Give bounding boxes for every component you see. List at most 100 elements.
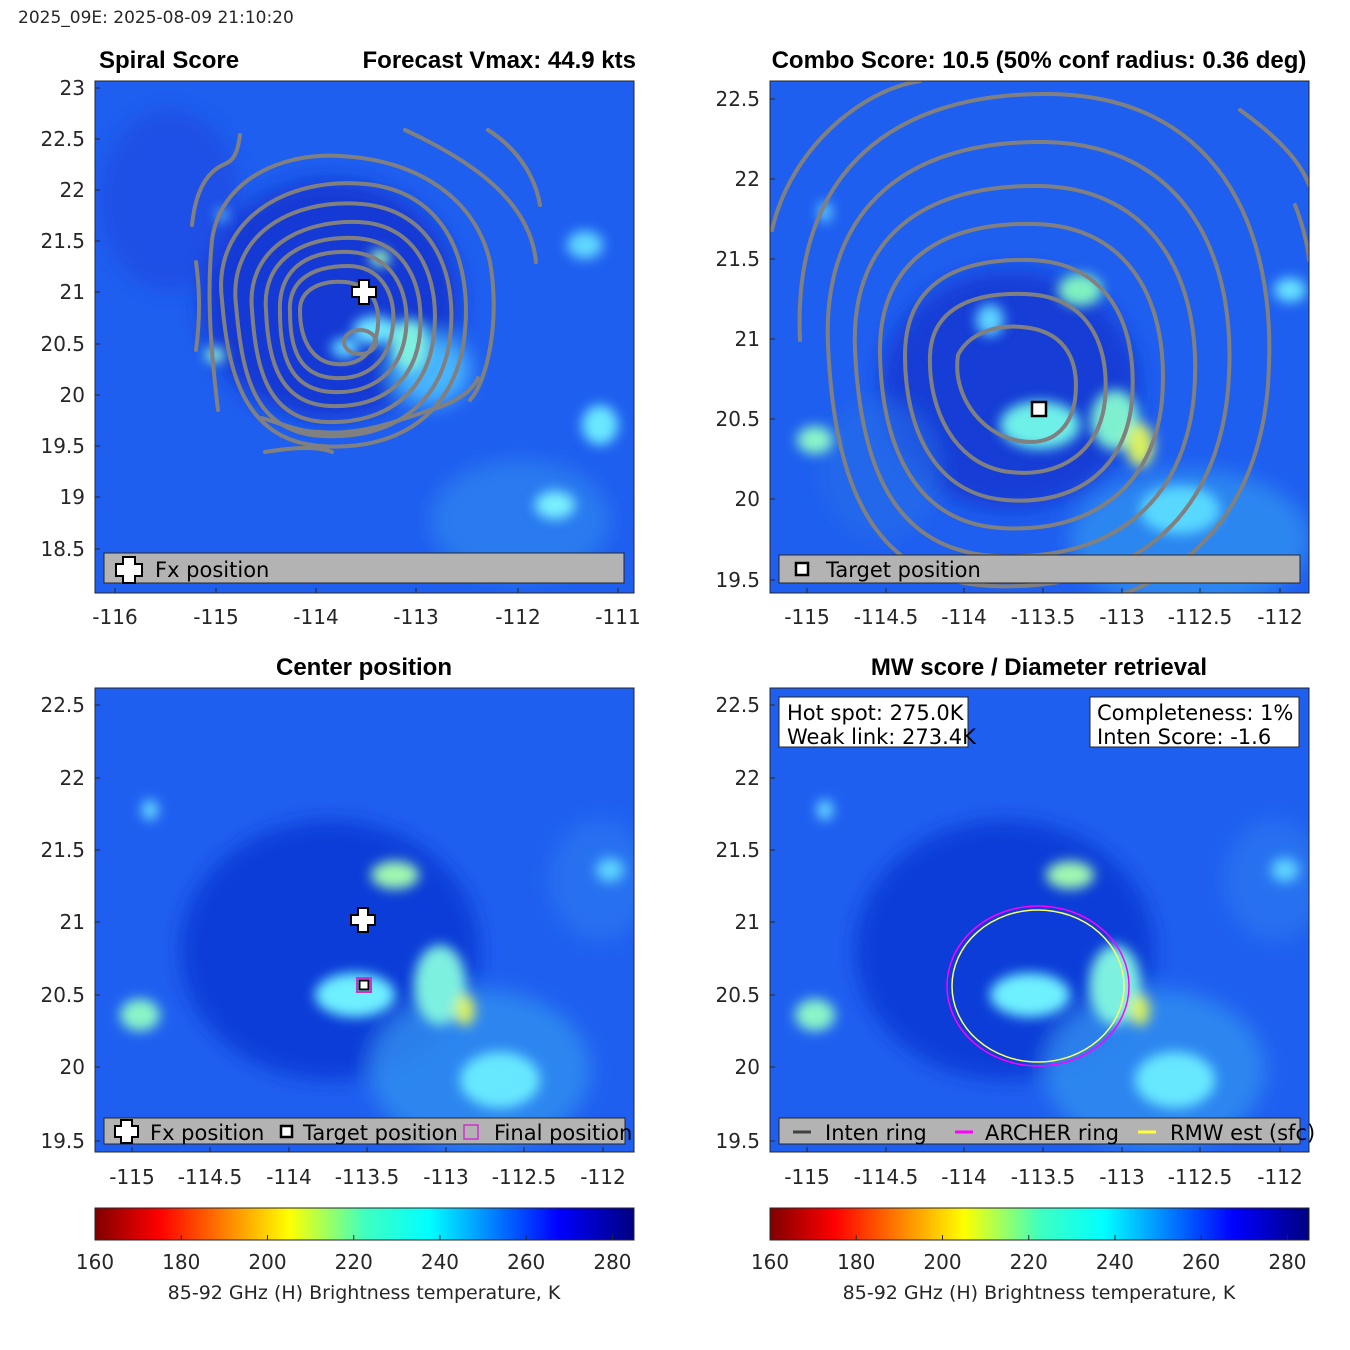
- colorbar-tick-label: 260: [507, 1250, 545, 1274]
- x-tick-label: -112: [495, 605, 540, 629]
- figure-timestamp: 2025_09E: 2025-08-09 21:10:20: [18, 8, 294, 28]
- y-tick-label: 22: [60, 178, 85, 202]
- spiral-contours: [190, 128, 542, 454]
- y-tick-label: 21: [735, 910, 760, 934]
- x-tick-label: -113: [1099, 605, 1144, 629]
- x-tick-label: -114.5: [854, 1165, 918, 1189]
- x-tick-label: -115: [109, 1165, 154, 1189]
- y-tick-label: 21.5: [40, 838, 85, 862]
- mw-info-left: Hot spot: 275.0K Weak link: 273.4K: [778, 696, 977, 749]
- center-heatmap: [95, 688, 634, 1152]
- panel-mw-score: Hot spot: 275.0K Weak link: 273.4K Compl…: [715, 654, 1315, 1189]
- y-tick-label: 21: [60, 280, 85, 304]
- legend-label: RMW est (sfc): [1170, 1121, 1315, 1145]
- fx-position-marker: [351, 279, 377, 305]
- x-ticks: -116 -115 -114 -113 -112 -111: [92, 588, 641, 629]
- x-tick-label: -113.5: [335, 1165, 399, 1189]
- y-tick-label: 20.5: [715, 407, 760, 431]
- y-tick-label: 22.5: [715, 693, 760, 717]
- center-legend: Fx position Target position Final positi…: [103, 1117, 632, 1145]
- y-ticks: 23 22.5 22 21.5 21 20.5 20 19.5 19 18.5: [40, 76, 100, 561]
- x-tick-label: -113.5: [1011, 1165, 1075, 1189]
- colorbar-tick-label: 200: [248, 1250, 286, 1274]
- x-tick-label: -112: [1257, 605, 1302, 629]
- x-tick-label: -112.5: [1168, 1165, 1232, 1189]
- y-ticks: 22.5 22 21.5 21 20.5 20 19.5: [715, 87, 775, 592]
- x-tick-label: -116: [92, 605, 137, 629]
- legend-label: ARCHER ring: [985, 1121, 1119, 1145]
- colorbar-right: 160 180 200 220 240 260 280 85-92 GHz (H) Brig…: [751, 1207, 1310, 1304]
- y-tick-label: 18.5: [40, 537, 85, 561]
- colorbar-tick-label: 260: [1182, 1250, 1220, 1274]
- y-tick-label: 22: [735, 766, 760, 790]
- x-tick-label: -114.5: [854, 605, 918, 629]
- panel-title-left: Spiral Score: [99, 47, 239, 74]
- x-tick-label: -115: [784, 1165, 829, 1189]
- colorbar-label: 85-92 GHz (H) Brightness temperature, K: [168, 1282, 561, 1304]
- x-ticks: -115 -114.5 -114 -113.5 -113 -112.5 -112: [784, 1147, 1303, 1189]
- target-square-icon: [794, 561, 810, 577]
- x-tick-label: -114: [293, 605, 338, 629]
- y-tick-label: 19.5: [40, 434, 85, 458]
- panel-spiral-score: Fx position Spiral Score Forecast Vmax: …: [40, 47, 640, 629]
- y-tick-label: 21.5: [715, 838, 760, 862]
- colorbar-tick-label: 220: [1010, 1250, 1048, 1274]
- weak-link-text: Weak link: 273.4K: [787, 725, 977, 749]
- x-tick-label: -114: [941, 1165, 986, 1189]
- final-square-icon: [463, 1124, 479, 1140]
- mw-heatmap: [770, 688, 1309, 1152]
- target-position-marker: [1030, 400, 1048, 418]
- fx-position-marker: [350, 907, 376, 933]
- y-tick-label: 20: [60, 383, 85, 407]
- y-tick-label: 22.5: [40, 693, 85, 717]
- colorbar-tick-label: 180: [162, 1250, 200, 1274]
- y-ticks: 22.5 22 21.5 21 20.5 20 19.5: [40, 693, 100, 1153]
- combo-heatmap: [770, 81, 1309, 593]
- legend-label: Inten ring: [825, 1121, 927, 1145]
- y-tick-label: 22: [60, 766, 85, 790]
- hot-spot-text: Hot spot: 275.0K: [787, 701, 965, 725]
- x-tick-label: -113: [1099, 1165, 1144, 1189]
- y-tick-label: 21: [60, 910, 85, 934]
- y-tick-label: 22.5: [715, 87, 760, 111]
- colorbar-tick-label: 240: [421, 1250, 459, 1274]
- mw-info-right: Completeness: 1% Inten Score: -1.6: [1089, 696, 1300, 749]
- panel-title: MW score / Diameter retrieval: [871, 654, 1207, 681]
- legend-label: Target position: [825, 558, 981, 582]
- y-tick-label: 20: [60, 1055, 85, 1079]
- x-tick-label: -112.5: [492, 1165, 556, 1189]
- y-tick-label: 20: [735, 487, 760, 511]
- combo-legend: Target position: [778, 554, 1301, 584]
- panel-title-right: Forecast Vmax: 44.9 kts: [363, 47, 636, 74]
- inten-score-text: Inten Score: -1.6: [1097, 725, 1271, 749]
- panel-center-position: Fx position Target position Final positi…: [40, 654, 635, 1189]
- colorbar-tick-label: 220: [335, 1250, 373, 1274]
- y-ticks: 22.5 22 21.5 21 20.5 20 19.5: [715, 693, 775, 1153]
- x-tick-label: -114.5: [178, 1165, 242, 1189]
- x-tick-label: -113: [423, 1165, 468, 1189]
- colorbar-left: 160 180 200 220 240 260 280 85-92 GHz (H) Brig…: [76, 1207, 635, 1304]
- x-tick-label: -111: [595, 605, 640, 629]
- x-tick-label: -112.5: [1168, 605, 1232, 629]
- legend-label: Target position: [302, 1121, 458, 1145]
- panel-combo-score: Target position Combo Score: 10.5 (50% c…: [715, 47, 1310, 629]
- colorbar-tick-label: 180: [837, 1250, 875, 1274]
- fx-cross-icon: [115, 556, 143, 584]
- y-tick-label: 20.5: [715, 983, 760, 1007]
- y-tick-label: 19.5: [715, 568, 760, 592]
- x-tick-label: -114: [941, 605, 986, 629]
- panel-title: Center position: [276, 654, 452, 681]
- y-tick-label: 20: [735, 1055, 760, 1079]
- x-ticks: -115 -114.5 -114 -113.5 -113 -112.5 -112: [109, 1147, 626, 1189]
- final-position-marker: [356, 977, 372, 993]
- y-tick-label: 20.5: [40, 332, 85, 356]
- target-position-marker: [358, 979, 370, 991]
- y-tick-label: 21.5: [715, 247, 760, 271]
- x-tick-label: -115: [193, 605, 238, 629]
- x-tick-label: -115: [784, 605, 829, 629]
- spiral-heatmap: [95, 81, 634, 593]
- colorbar-ticks: 160 180 200 220 240 260 280: [751, 1235, 1307, 1274]
- mw-legend: Inten ring ARCHER ring RMW est (sfc): [778, 1117, 1315, 1145]
- archer-ring: [946, 905, 1130, 1067]
